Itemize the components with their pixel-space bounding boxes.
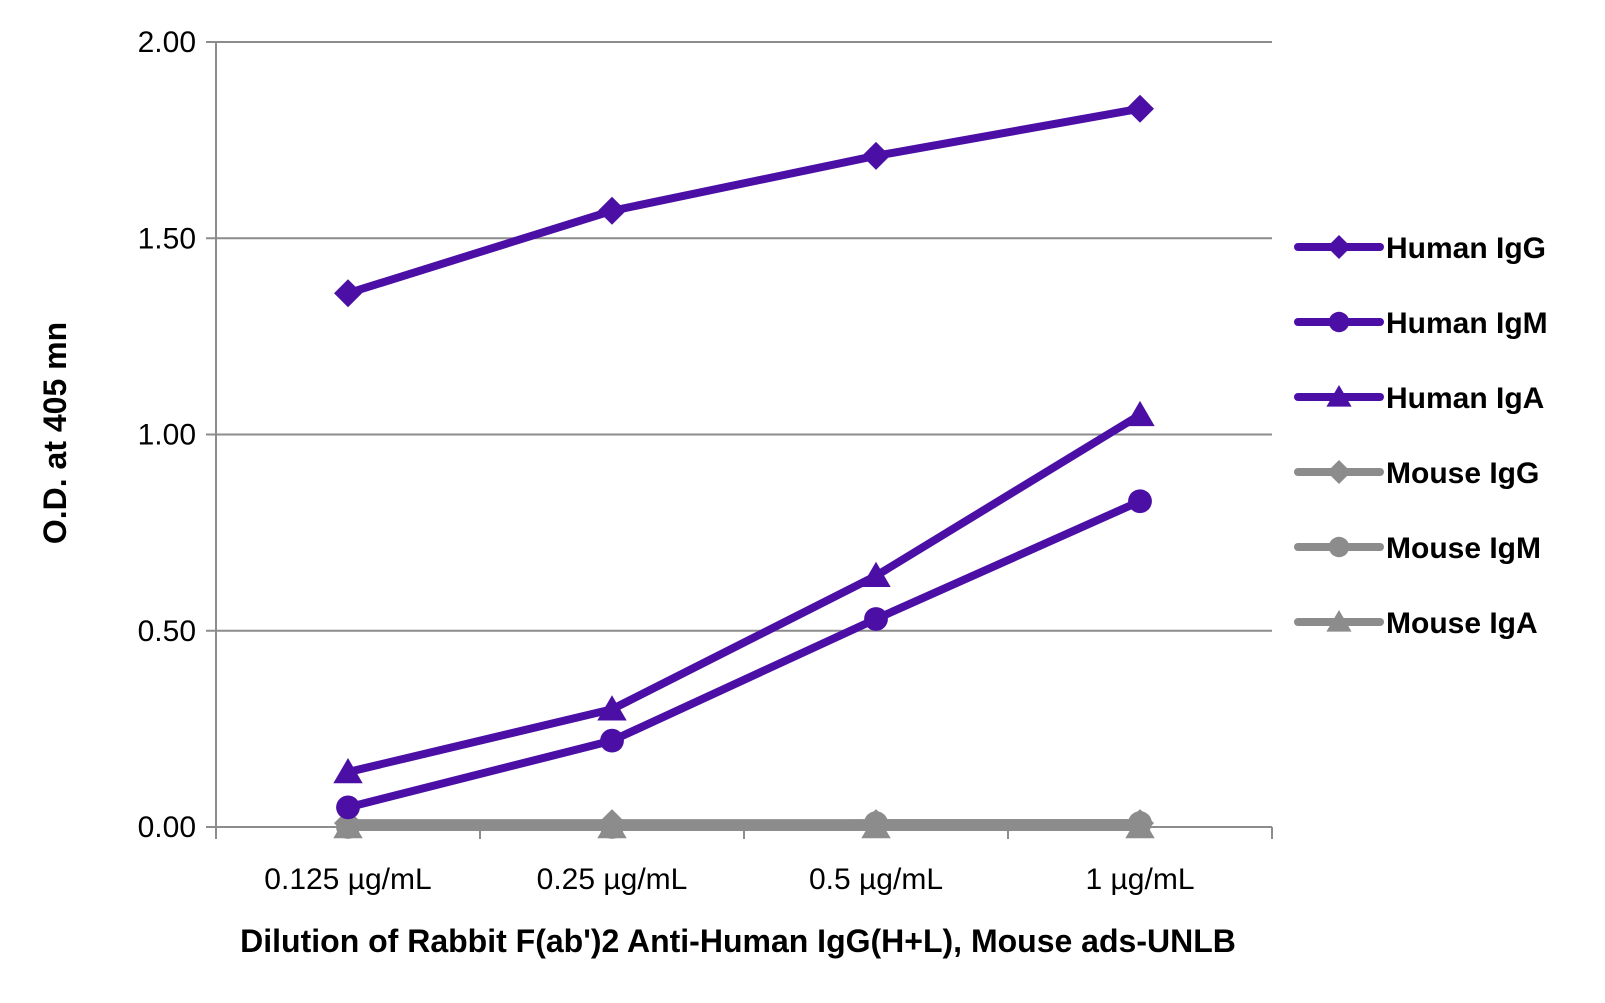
legend-item: Human IgG xyxy=(1294,232,1546,265)
data-point xyxy=(597,813,627,839)
data-point xyxy=(598,196,626,225)
legend-marker xyxy=(1326,385,1352,407)
series-human-iga xyxy=(333,400,1155,784)
x-tick-label: 0.125 µg/mL xyxy=(264,863,431,896)
data-point xyxy=(861,561,891,587)
series-line xyxy=(344,497,1144,812)
data-point xyxy=(861,813,891,839)
x-tick-label: 1 µg/mL xyxy=(1086,863,1195,896)
legend-label: Mouse IgM xyxy=(1386,532,1541,565)
data-point xyxy=(334,279,362,308)
legend-label: Human IgM xyxy=(1386,307,1548,340)
data-point xyxy=(1125,400,1155,427)
series-mouse-iga xyxy=(333,813,1155,839)
legend-label: Mouse IgA xyxy=(1386,607,1538,640)
x-tick-label: 0.25 µg/mL xyxy=(537,863,688,896)
legend-item: Mouse IgG xyxy=(1294,457,1539,490)
series-line xyxy=(344,104,1144,298)
y-tick-label: 0.00 xyxy=(138,811,196,844)
legend-label: Human IgA xyxy=(1386,382,1544,415)
data-point xyxy=(600,728,624,753)
legend: Human IgG Human IgM Human IgA Mouse IgG Mous… xyxy=(1294,232,1548,640)
legend-marker xyxy=(1326,610,1352,632)
y-tick-label: 1.50 xyxy=(138,222,196,255)
legend-item: Mouse IgA xyxy=(1294,607,1538,640)
x-tick-label: 0.5 µg/mL xyxy=(809,863,943,896)
data-point xyxy=(1126,94,1154,123)
series-lines xyxy=(333,94,1155,839)
data-point xyxy=(864,607,888,631)
legend-marker xyxy=(1327,460,1351,484)
series-line xyxy=(344,410,1144,777)
legend-marker xyxy=(1327,235,1351,259)
data-point xyxy=(862,141,890,170)
legend-label: Human IgG xyxy=(1386,232,1546,265)
legend-item: Human IgA xyxy=(1294,382,1544,415)
axes: 0.00 0.50 1.00 1.50 2.00 0.125 µg/mL 0.25 µg/m… xyxy=(138,26,1273,896)
legend-label: Mouse IgG xyxy=(1386,457,1539,490)
y-tick-label: 1.00 xyxy=(138,419,196,452)
x-axis-title: Dilution of Rabbit F(ab')2 Anti-Human Ig… xyxy=(240,923,1236,959)
legend-item: Human IgM xyxy=(1294,307,1548,340)
data-point xyxy=(333,758,363,784)
y-axis-title: O.D. at 405 mn xyxy=(37,322,73,544)
data-point xyxy=(1128,489,1152,514)
legend-marker xyxy=(1328,311,1350,333)
series-human-igg xyxy=(334,94,1154,308)
data-point xyxy=(336,795,360,820)
legend-marker xyxy=(1328,536,1350,558)
legend-item: Mouse IgM xyxy=(1294,532,1541,565)
data-point xyxy=(333,813,363,839)
y-tick-label: 0.50 xyxy=(138,615,196,648)
y-tick-label: 2.00 xyxy=(138,26,196,59)
series-human-igm xyxy=(336,489,1152,820)
data-point xyxy=(597,695,627,721)
data-point xyxy=(1125,813,1155,839)
